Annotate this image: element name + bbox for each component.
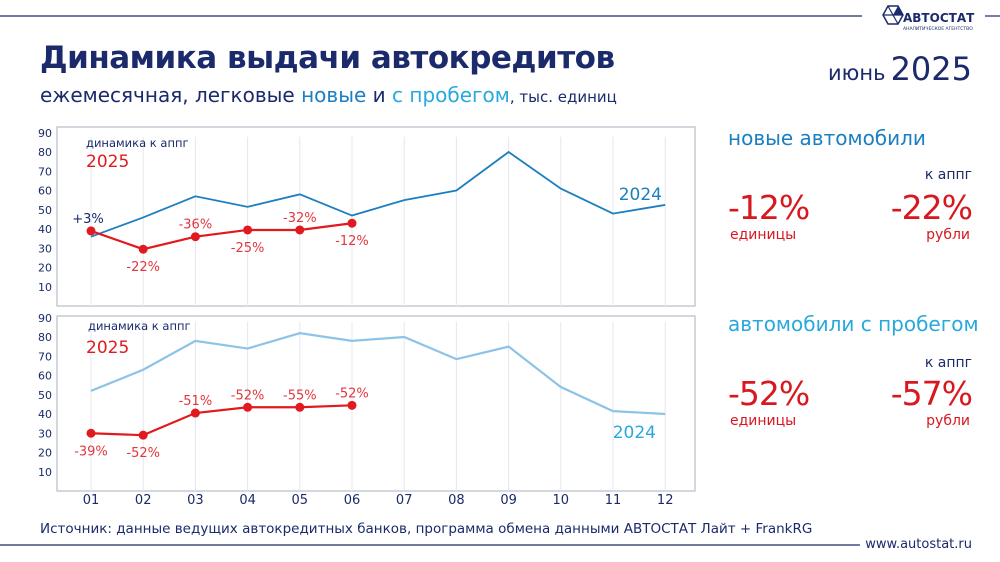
y-tick-label: 80 <box>38 146 52 159</box>
data-label: -39% <box>74 444 108 459</box>
data-label: -12% <box>335 234 369 249</box>
y-tick-label: 40 <box>38 223 52 236</box>
annotation-label: динамика к аппг <box>88 319 191 333</box>
annotation-label: динамика к аппг <box>86 136 189 150</box>
page-title: Динамика выдачи автокредитов <box>40 40 615 76</box>
y-tick-label: 90 <box>38 127 52 140</box>
new-cars-heading: новые автомобили <box>728 126 926 150</box>
y-tick-label: 30 <box>38 427 52 440</box>
series-2025-line <box>90 222 353 251</box>
data-label: +3% <box>72 212 104 227</box>
logo-text: АВТОСТАТ <box>903 11 975 25</box>
y-tick-label: 20 <box>38 447 52 460</box>
subtitle-new: новые <box>301 83 367 107</box>
logo-icon <box>882 5 904 25</box>
y-tick-label: 70 <box>38 350 52 363</box>
x-tick-label: 07 <box>396 493 413 508</box>
data-point <box>190 408 200 418</box>
series-2025-line <box>90 404 353 437</box>
website-link[interactable]: www.autostat.ru <box>865 537 972 552</box>
logo-tagline: АНАЛИТИЧЕСКОЕ АГЕНТСТВО <box>903 26 973 32</box>
used-cars-heading: автомобили с пробегом <box>728 312 979 336</box>
data-label: -22% <box>126 260 160 275</box>
data-label: -25% <box>231 241 265 256</box>
new-rub-change: -22% <box>890 188 973 227</box>
x-tick-label: 08 <box>448 493 465 508</box>
series-2024-line <box>90 332 666 416</box>
report-period: июнь 2025 <box>828 50 972 88</box>
x-tick-label: 05 <box>292 493 309 508</box>
data-point <box>243 225 253 235</box>
data-label: -52% <box>231 388 265 403</box>
y-tick-label: 20 <box>38 262 52 275</box>
data-point <box>295 402 305 412</box>
data-point <box>138 244 148 254</box>
subtitle-unit: , тыс. единиц <box>509 88 617 106</box>
series-2024-label: 2024 <box>619 185 662 205</box>
data-label: -32% <box>283 211 317 226</box>
data-label: -52% <box>335 386 369 401</box>
data-point <box>243 402 253 412</box>
y-tick-label: 60 <box>38 370 52 383</box>
plot-frame <box>56 315 696 492</box>
x-tick-label: 12 <box>657 493 674 508</box>
used-rub-label: рубли <box>926 413 970 429</box>
y-tick-label: 80 <box>38 331 52 344</box>
y-tick-label: 40 <box>38 408 52 421</box>
y-tick-label: 10 <box>38 281 52 294</box>
chart-used: 01 02 03 04 05 06 07 08 09 10 11 12 10 20 30 40 50 60 70 80… <box>38 312 696 508</box>
new-units-label: единицы <box>730 227 797 243</box>
data-point <box>86 226 96 236</box>
series-2025-label: 2025 <box>86 338 129 358</box>
y-tick-label: 10 <box>38 466 52 479</box>
data-point <box>347 218 357 228</box>
subtitle-used: с пробегом <box>392 83 510 107</box>
source-note: Источник: данные ведущих автокредитных б… <box>40 521 813 537</box>
series-2024-label: 2024 <box>613 423 656 443</box>
data-point <box>138 430 148 440</box>
x-tick-label: 02 <box>135 493 152 508</box>
x-tick-label: 04 <box>239 493 256 508</box>
x-tick-label: 06 <box>344 493 361 508</box>
used-rub-change: -57% <box>890 374 973 413</box>
data-label: -55% <box>283 388 317 403</box>
data-point <box>347 400 357 410</box>
period-month: июнь <box>828 61 886 85</box>
data-label: -51% <box>179 394 213 409</box>
data-point <box>86 428 96 438</box>
y-tick-label: 50 <box>38 204 52 217</box>
used-units-change: -52% <box>728 374 810 413</box>
y-tick-label: 60 <box>38 185 52 198</box>
data-label: -52% <box>126 446 160 461</box>
y-tick-label: 90 <box>38 312 52 325</box>
plot-frame <box>56 126 696 307</box>
new-appg-label: к аппг <box>924 167 972 183</box>
data-point <box>295 225 305 235</box>
data-point <box>190 232 200 242</box>
y-tick-label: 50 <box>38 389 52 402</box>
y-tick-label: 70 <box>38 165 52 178</box>
chart-new: 10 20 30 40 50 60 70 80 90 динамика к аппг 2024 202… <box>38 126 696 307</box>
new-units-change: -12% <box>728 188 810 227</box>
x-tick-label: 09 <box>500 493 517 508</box>
x-tick-label: 03 <box>187 493 204 508</box>
subtitle-and: и <box>366 83 393 107</box>
series-2024-line <box>90 150 666 238</box>
data-label: -36% <box>179 218 213 233</box>
page-subtitle: ежемесячная, легковые новые и с пробегом… <box>40 83 617 107</box>
used-appg-label: к аппг <box>924 355 972 371</box>
period-year: 2025 <box>890 50 972 88</box>
used-units-label: единицы <box>730 413 797 429</box>
x-tick-label: 01 <box>83 493 100 508</box>
series-2025-label: 2025 <box>86 152 129 172</box>
y-tick-label: 30 <box>38 242 52 255</box>
new-rub-label: рубли <box>926 227 970 243</box>
x-tick-label: 11 <box>605 493 622 508</box>
x-tick-label: 10 <box>553 493 570 508</box>
subtitle-prefix: ежемесячная, легковые <box>40 83 302 107</box>
